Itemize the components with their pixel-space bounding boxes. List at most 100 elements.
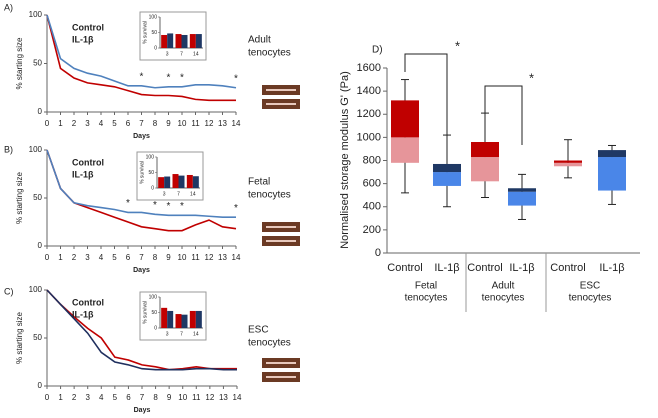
x-tick-label: 4 [99,253,104,262]
group-label: tenocytes [569,293,612,304]
box-upper [554,160,582,163]
box-lower [471,157,499,182]
x-tick-label: 6 [126,253,131,262]
series-line [46,149,236,218]
inset-x-tick-label: 14 [190,191,196,197]
y-axis-label: % starting size [15,37,24,90]
inset-bar [167,310,174,328]
y-tick-label: 50 [33,193,42,202]
inset-bar [175,34,182,48]
box-upper [433,163,461,173]
y-tick-label: 0 [375,247,381,259]
significance-mark: * [153,200,157,211]
x-tick-label: 4 [99,393,104,402]
side-label: Fetal [248,177,270,188]
x-tick-label: 1 [58,253,63,262]
inset-y-tick-label: 100 [149,294,158,300]
inset-x-tick-label: 7 [180,331,183,337]
x-tick-label: 3 [85,119,90,128]
y-tick-label: 400 [363,201,381,213]
inset-y-tick-label: 50 [148,170,154,176]
x-tick-label: Control [467,262,502,274]
box-lower [391,137,419,163]
inset-bar [164,176,171,188]
inset-bar [172,174,179,188]
inset-bar [181,34,188,48]
significance-mark: * [180,72,184,83]
y-tick-label: 100 [29,10,43,19]
box-lower [508,191,536,206]
x-tick-label: 10 [178,393,187,402]
box-upper [471,142,499,158]
series-line [46,14,236,102]
significance-mark: * [455,38,460,53]
inset-y-label: % survival [142,301,148,324]
significance-mark: * [234,73,238,84]
panel-label: B) [4,144,13,154]
x-tick-label: 2 [72,253,77,262]
group-label: tenocytes [405,293,448,304]
y-tick-label: 0 [38,107,43,116]
inset-bar [158,177,165,188]
inset-bar [189,34,196,48]
series-line [46,14,237,89]
x-axis-label: Days [133,267,150,274]
inset-bar [186,174,193,188]
x-axis-label: Days [133,133,150,140]
inset-x-tick-label: 3 [166,331,169,337]
box-lower [554,162,582,167]
y-tick-label: 1600 [357,62,381,74]
panel-label: A) [4,2,13,12]
inset-x-tick-label: 14 [193,331,199,337]
side-label: Adult [248,35,271,46]
inset-x-tick-label: 3 [163,191,166,197]
y-tick-label: 1000 [357,131,381,143]
y-tick-label: 800 [363,154,381,166]
x-tick-label: Control [387,262,422,274]
x-tick-label: 6 [126,393,131,402]
x-tick-label: IL-1β [509,262,534,274]
y-axis-label: Normalised storage modulus G' (Pa) [339,71,351,249]
legend-label: Control [72,297,104,307]
x-tick-label: 4 [99,119,104,128]
x-tick-label: 2 [72,393,77,402]
y-tick-label: 0 [38,241,43,250]
y-tick-label: 200 [363,224,381,236]
inset-y-label: % survival [139,161,145,184]
gel-band [266,103,296,105]
x-tick-label: 11 [192,393,201,402]
x-tick-label: 9 [167,393,172,402]
significance-mark: * [234,203,238,214]
x-tick-label: 12 [205,253,214,262]
legend-label: IL-1β [72,169,94,179]
y-axis-label: % starting size [15,311,24,364]
inset-y-tick-label: 0 [154,45,157,51]
x-tick-label: 2 [72,119,77,128]
x-tick-label: 8 [153,119,158,128]
x-tick-label: 14 [233,393,242,402]
box-upper [508,188,536,192]
y-tick-label: 50 [33,59,42,68]
y-tick-label: 100 [29,285,43,294]
y-tick-label: 50 [33,333,42,342]
inset-y-tick-label: 0 [151,185,154,191]
inset-y-tick-label: 0 [154,325,157,331]
x-tick-label: 13 [218,253,227,262]
x-tick-label: 7 [139,253,144,262]
box-lower [598,157,626,191]
y-tick-label: 1200 [357,108,381,120]
inset-bar [161,34,168,48]
significance-mark: * [529,70,534,85]
x-tick-label: 13 [219,393,228,402]
x-tick-label: 14 [232,253,241,262]
x-tick-label: IL-1β [599,262,624,274]
x-tick-label: 9 [166,119,171,128]
x-tick-label: 11 [191,253,200,262]
x-tick-label: 7 [140,393,145,402]
x-tick-label: 7 [139,119,144,128]
x-axis-label: Days [134,407,151,414]
inset-y-tick-label: 50 [151,30,157,36]
x-tick-label: 8 [153,393,158,402]
y-tick-label: 1400 [357,85,381,97]
